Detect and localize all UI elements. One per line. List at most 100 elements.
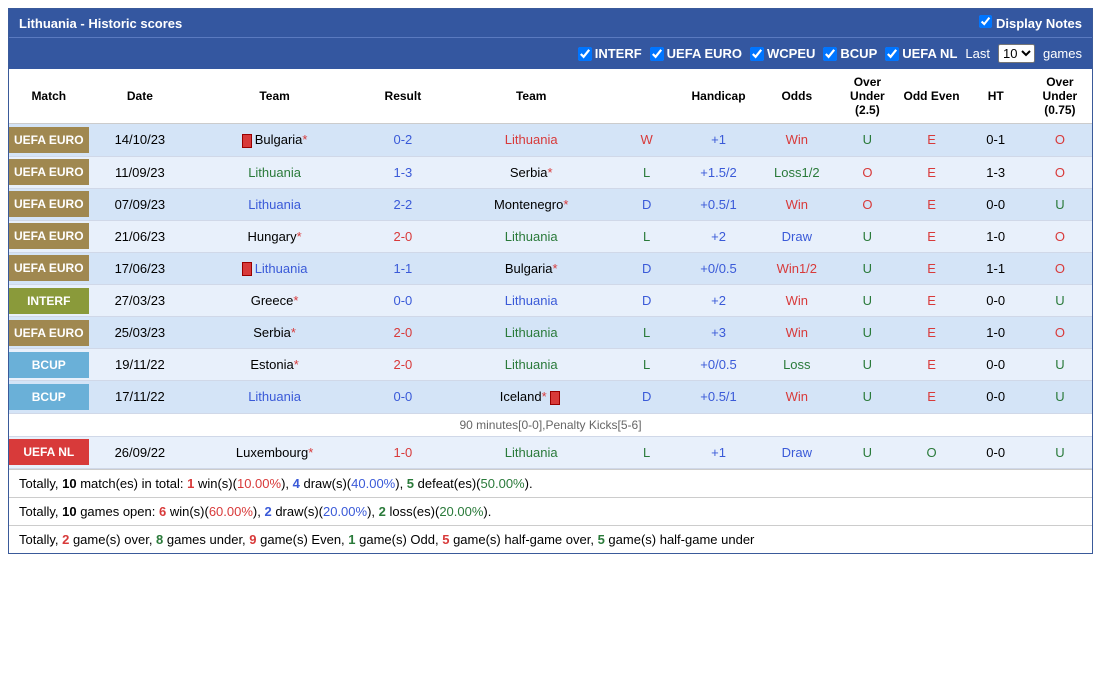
filter-uefa-nl[interactable]: UEFA NL: [885, 46, 957, 61]
team2-cell[interactable]: Lithuania: [448, 220, 615, 252]
match-badge: INTERF: [9, 288, 89, 314]
filter-label: WCPEU: [767, 46, 815, 61]
result-cell[interactable]: 0-0: [358, 381, 448, 414]
ht-cell: 1-3: [964, 156, 1028, 188]
date-cell: 19/11/22: [89, 349, 192, 381]
team2-cell[interactable]: Serbia*: [448, 156, 615, 188]
team2-cell[interactable]: Lithuania: [448, 285, 615, 317]
over-under-cell: O: [835, 188, 899, 220]
team1-cell[interactable]: Greece*: [191, 285, 358, 317]
team1-cell[interactable]: Hungary*: [191, 220, 358, 252]
date-cell: 11/09/23: [89, 156, 192, 188]
result-cell[interactable]: 1-3: [358, 156, 448, 188]
odds-cell: Win: [758, 188, 835, 220]
odd-even-cell: E: [899, 124, 963, 157]
result-cell[interactable]: 0-0: [358, 285, 448, 317]
wdl-cell: L: [615, 317, 679, 349]
over-under-cell: U: [835, 124, 899, 157]
filter-label: INTERF: [595, 46, 642, 61]
wdl-cell: D: [615, 381, 679, 414]
ht-cell: 0-0: [964, 349, 1028, 381]
note-row: 90 minutes[0-0],Penalty Kicks[5-6]: [9, 413, 1092, 436]
odds-cell: Win: [758, 381, 835, 414]
team1-cell[interactable]: Lithuania: [191, 188, 358, 220]
filter-checkbox[interactable]: [823, 47, 837, 61]
team2-cell[interactable]: Lithuania: [448, 436, 615, 468]
column-header: Date: [89, 69, 192, 124]
filter-checkbox[interactable]: [650, 47, 664, 61]
filter-uefa-euro[interactable]: UEFA EURO: [650, 46, 742, 61]
result-cell[interactable]: 1-1: [358, 252, 448, 285]
date-cell: 27/03/23: [89, 285, 192, 317]
filter-wcpeu[interactable]: WCPEU: [750, 46, 815, 61]
match-badge: UEFA EURO: [9, 320, 89, 346]
over-under-075-cell: U: [1028, 381, 1092, 414]
table-row: BCUP19/11/22Estonia*2-0LithuaniaL+0/0.5L…: [9, 349, 1092, 381]
ht-cell: 1-0: [964, 220, 1028, 252]
last-label: Last: [965, 46, 990, 61]
header-bar: Lithuania - Historic scores Display Note…: [9, 9, 1092, 37]
filter-checkbox[interactable]: [578, 47, 592, 61]
odds-cell: Draw: [758, 436, 835, 468]
ht-cell: 1-1: [964, 252, 1028, 285]
filters-bar: INTERFUEFA EUROWCPEUBCUPUEFA NLLast10gam…: [9, 37, 1092, 69]
page-title: Lithuania - Historic scores: [19, 16, 182, 31]
filter-checkbox[interactable]: [885, 47, 899, 61]
table-row: UEFA EURO25/03/23Serbia*2-0LithuaniaL+3W…: [9, 317, 1092, 349]
display-notes-checkbox[interactable]: [979, 15, 992, 28]
team2-cell[interactable]: Bulgaria*: [448, 252, 615, 285]
over-under-075-cell: O: [1028, 252, 1092, 285]
display-notes-label: Display Notes: [996, 16, 1082, 31]
result-cell[interactable]: 2-2: [358, 188, 448, 220]
table-row: UEFA EURO11/09/23Lithuania1-3Serbia*L+1.…: [9, 156, 1092, 188]
filter-bcup[interactable]: BCUP: [823, 46, 877, 61]
team2-cell[interactable]: Montenegro*: [448, 188, 615, 220]
wdl-cell: D: [615, 285, 679, 317]
column-header: Team: [191, 69, 358, 124]
match-badge: UEFA EURO: [9, 191, 89, 217]
team1-cell[interactable]: Luxembourg*: [191, 436, 358, 468]
games-count-select[interactable]: 10: [998, 44, 1035, 63]
team1-cell[interactable]: Lithuania: [191, 252, 358, 285]
team2-cell[interactable]: Iceland*: [448, 381, 615, 414]
ht-cell: 0-0: [964, 285, 1028, 317]
wdl-cell: D: [615, 188, 679, 220]
scores-table: MatchDateTeamResultTeamHandicapOddsOver …: [9, 69, 1092, 469]
date-cell: 26/09/22: [89, 436, 192, 468]
filter-checkbox[interactable]: [750, 47, 764, 61]
team2-cell[interactable]: Lithuania: [448, 124, 615, 157]
column-header: Handicap: [679, 69, 759, 124]
wdl-cell: L: [615, 436, 679, 468]
result-cell[interactable]: 2-0: [358, 349, 448, 381]
filter-interf[interactable]: INTERF: [578, 46, 642, 61]
summary-section: Totally, 10 match(es) in total: 1 win(s)…: [9, 469, 1092, 553]
wdl-cell: D: [615, 252, 679, 285]
result-cell[interactable]: 2-0: [358, 317, 448, 349]
team1-cell[interactable]: Lithuania: [191, 381, 358, 414]
odds-cell: Win: [758, 285, 835, 317]
odds-cell: Win1/2: [758, 252, 835, 285]
result-cell[interactable]: 2-0: [358, 220, 448, 252]
table-row: INTERF27/03/23Greece*0-0LithuaniaD+2WinU…: [9, 285, 1092, 317]
column-header: Result: [358, 69, 448, 124]
result-cell[interactable]: 1-0: [358, 436, 448, 468]
match-badge: UEFA EURO: [9, 159, 89, 185]
column-header: HT: [964, 69, 1028, 124]
over-under-cell: U: [835, 285, 899, 317]
team1-cell[interactable]: Lithuania: [191, 156, 358, 188]
red-card-icon: [242, 262, 252, 276]
display-notes-toggle[interactable]: Display Notes: [979, 15, 1082, 31]
team1-cell[interactable]: Estonia*: [191, 349, 358, 381]
team2-cell[interactable]: Lithuania: [448, 317, 615, 349]
team1-cell[interactable]: Serbia*: [191, 317, 358, 349]
table-row: UEFA EURO07/09/23Lithuania2-2Montenegro*…: [9, 188, 1092, 220]
ht-cell: 0-0: [964, 436, 1028, 468]
team1-cell[interactable]: Bulgaria*: [191, 124, 358, 157]
odd-even-cell: E: [899, 381, 963, 414]
odd-even-cell: E: [899, 188, 963, 220]
note-cell: 90 minutes[0-0],Penalty Kicks[5-6]: [9, 413, 1092, 436]
result-cell[interactable]: 0-2: [358, 124, 448, 157]
team2-cell[interactable]: Lithuania: [448, 349, 615, 381]
handicap-cell: +0/0.5: [679, 252, 759, 285]
table-row: BCUP17/11/22Lithuania0-0Iceland*D+0.5/1W…: [9, 381, 1092, 414]
